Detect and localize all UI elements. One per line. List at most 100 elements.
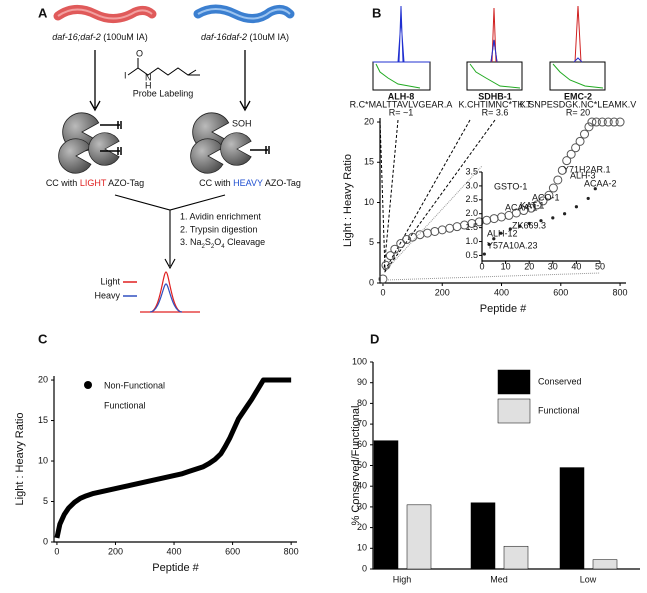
inset-annotation: KAT-1 [520,200,544,210]
x-tick-label: 200 [108,546,123,556]
point [603,117,613,127]
peptide: K.SNPESDGK.NC*LEAMK.V [520,99,637,109]
protein [220,132,252,166]
arrow [239,50,251,112]
x-tick-label: 800 [284,546,299,556]
peptide: R.C*MALTTAVLVGEAR.A [350,99,453,109]
inset-point [593,187,597,191]
x-tick-label: 50 [595,261,605,271]
ratio: R= 20 [566,107,590,117]
y-axis-label: Light : Heavy Ratio [342,154,354,247]
legend-label: Conserved [538,376,582,386]
point [430,226,440,236]
panel-label: D [370,331,379,346]
point [575,136,585,146]
x-tick-label: 0 [54,546,59,556]
inset-annotation: ALH-3 [570,170,596,180]
inset-point [508,227,512,231]
y-tick-label: 0 [43,536,48,546]
x-tick-label: 200 [435,287,450,297]
peak [574,5,582,63]
arrow [89,50,101,112]
x-tick-label: 600 [553,287,568,297]
point [566,149,576,159]
x-tick-label: High [393,574,412,584]
bar [470,502,496,570]
point [591,117,601,127]
atom: I [124,70,127,80]
peak-heavy [149,283,183,313]
point [452,222,462,232]
strain-label: daf-16;daf-2 (100uM IA) [52,32,148,42]
point [557,165,567,175]
chromatogram-box [549,61,606,91]
y-axis-label: Light : Heavy Ratio [14,413,26,506]
step: 2. Trypsin digestion [180,224,258,234]
y-tick-label: 30 [357,501,367,511]
y-tick-label: 3.0 [465,180,478,190]
arrow [114,194,226,270]
step: 1. Avidin enrichment [180,211,261,221]
y-tick-label: 5 [369,237,374,247]
trace [469,63,521,89]
panel-label: A [38,5,48,20]
point [415,230,425,240]
inset-annotation: ACAA-1 [505,202,538,212]
x-tick-label: 20 [524,261,534,271]
inset-point [586,196,590,201]
y-tick-label: 20 [357,522,367,532]
y-tick-label: 90 [357,377,367,387]
inset-point [551,216,555,220]
trace [375,63,421,89]
panel-label: C [38,331,48,346]
y-tick-label: 5 [43,496,48,506]
point [548,183,558,193]
protein [190,138,224,174]
peak [373,5,430,63]
legend-label: Functional [104,400,146,410]
point [609,117,619,127]
y-tick-label: 15 [364,157,374,167]
legend-label: Functional [538,405,580,415]
protein-name: ALH-8 [388,91,415,101]
tag-label: CC with LIGHT AZO-Tag [46,178,144,188]
probe-label: Probe Labeling [133,88,194,98]
inset-annotation: Y71H2AR.1 [563,164,611,174]
inset-callout [385,165,601,281]
x-tick-label: 40 [571,261,581,271]
probe-tag [250,146,270,154]
x-tick-label: 30 [548,261,558,271]
axis-line [53,376,297,543]
ratio: R= 3.6 [482,107,509,117]
inset-point [492,237,496,241]
inset-point [487,242,491,246]
inset-annotation: Y57A10A.23 [487,240,538,250]
inset-point [563,212,567,216]
inset-annotation: GSTO-1 [494,181,527,191]
bar [373,440,399,570]
series-line [54,377,292,539]
inset-point [482,252,486,256]
atom: H [145,80,152,90]
inset-annotation: ACAA-2 [584,178,617,188]
panel-label: B [372,5,381,20]
point [504,210,514,220]
point [580,129,590,139]
point [385,251,395,261]
inset-point [574,205,579,209]
peak [490,39,498,63]
probe-structure [127,58,200,76]
inset-point [518,224,522,228]
point [562,156,572,166]
point [538,196,548,206]
inset-annotation: ZK669.3 [512,220,546,230]
y-tick-label: 2.5 [465,194,478,204]
ratio: R= ~1 [389,107,414,117]
chromatograms [372,5,606,274]
y-tick-label: 0.5 [465,250,478,260]
point [584,122,594,132]
inset-point [499,231,503,235]
step: 3. Na2S2O4 Cleavage [180,237,265,249]
y-tick-label: 100 [352,356,367,366]
